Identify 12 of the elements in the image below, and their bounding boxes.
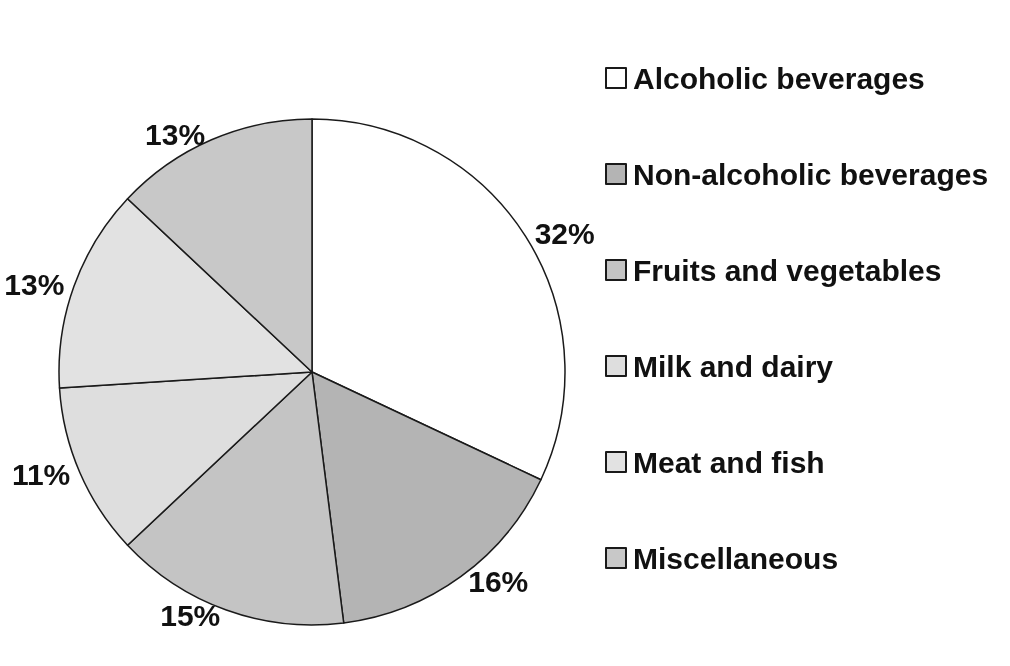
data-label: 13% xyxy=(4,267,65,301)
data-label: 13% xyxy=(145,117,206,151)
legend-label: Non-alcoholic beverages xyxy=(633,157,989,191)
legend-label: Fruits and vegetables xyxy=(633,253,942,287)
data-label: 32% xyxy=(534,216,595,250)
legend-label: Miscellaneous xyxy=(633,541,839,575)
data-label: 15% xyxy=(160,599,221,633)
data-label: 11% xyxy=(11,458,71,492)
legend-label: Alcoholic beverages xyxy=(633,61,925,95)
data-label: 16% xyxy=(468,565,529,599)
legend-label: Milk and dairy xyxy=(633,349,834,383)
legend-label: Meat and fish xyxy=(633,445,825,479)
